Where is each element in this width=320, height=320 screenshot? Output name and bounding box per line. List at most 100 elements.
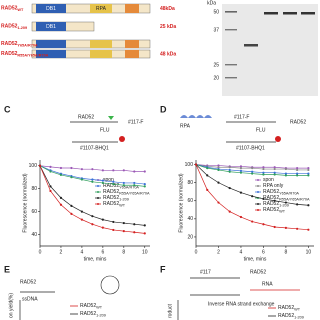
data-point [251, 220, 254, 223]
data-point [262, 166, 265, 169]
legend-marker [97, 191, 99, 193]
data-point [273, 199, 276, 202]
data-point [59, 166, 63, 170]
panel-title: Inverse RNA strand exchange [208, 301, 275, 307]
data-point [239, 167, 243, 170]
schematic-label: RAD52 [78, 114, 94, 120]
label-subscript: WT [119, 204, 126, 208]
label-subscript: 1-209 [17, 26, 27, 30]
label-subscript: WT [17, 8, 24, 12]
y-tick-label: 40 [31, 232, 37, 238]
data-point [217, 164, 220, 167]
label-name: RAD52 [1, 41, 18, 47]
data-point [122, 221, 125, 225]
legend-marker [97, 197, 99, 199]
label-name: RAD52 [263, 195, 279, 201]
data-point [284, 174, 288, 177]
label: RAD52R55A/Y65A/R70A [1, 51, 49, 57]
label: RAD521-209 [103, 195, 129, 201]
data-point [49, 170, 52, 173]
data-point [284, 226, 288, 229]
data-point [80, 210, 84, 213]
label-subscript: R55A/Y65A/R70A [17, 54, 48, 58]
label: RAD52WT [1, 6, 24, 12]
label-subscript: WT [294, 308, 301, 312]
fluorophore [108, 116, 114, 120]
x-axis-label: time, mins [244, 256, 267, 262]
label-name: RAD52 [1, 6, 18, 12]
label-name: RAD52 [263, 201, 279, 207]
data-point [307, 168, 310, 172]
y-tick-label: 40 [187, 216, 193, 222]
data-point [91, 180, 94, 183]
domain-box [90, 4, 112, 13]
label-name: spon [263, 177, 274, 183]
data-point [228, 210, 231, 213]
data-point [133, 223, 136, 226]
panel-letter: C [4, 104, 11, 114]
label-subscript: WT [279, 210, 286, 214]
x-tick-label: 4 [240, 249, 243, 255]
data-point [112, 180, 115, 183]
data-point [101, 226, 104, 229]
gel-marker: 50 [213, 9, 219, 15]
data-point [228, 170, 231, 173]
schematic-label: FLU [100, 127, 110, 133]
gel-band [244, 44, 258, 47]
legend-marker [257, 185, 259, 187]
data-point [38, 164, 42, 167]
data-point [49, 185, 52, 188]
x-tick-label: 8 [122, 249, 125, 255]
data-point [101, 169, 104, 172]
data-point [273, 225, 276, 229]
schematic-label: #1107-BHQ1 [80, 145, 109, 151]
label-name: RAD52 [103, 189, 119, 195]
label-name: RAD52 [263, 207, 279, 213]
y-axis-label: roduct [167, 303, 173, 318]
data-point [262, 173, 265, 176]
gel-marker: 25 [213, 62, 219, 68]
label-name: RAD52 [103, 195, 119, 201]
quencher [275, 136, 281, 142]
data-point [262, 167, 265, 171]
data-point [70, 176, 73, 179]
data-point [262, 171, 265, 174]
label-name: RAD52 [103, 201, 119, 207]
x-tick-label: 8 [285, 249, 288, 255]
data-point [80, 168, 84, 171]
data-point [59, 203, 63, 206]
label: RAD521-209 [1, 24, 27, 30]
gel-band [264, 12, 278, 15]
x-tick-label: 4 [81, 249, 84, 255]
x-tick-label: 6 [262, 249, 265, 255]
size-label: 25 kDa [160, 24, 176, 30]
label-subscript: R55A/Y65A/R70A [279, 198, 310, 202]
data-point [273, 173, 276, 176]
data-point [143, 170, 146, 173]
data-point [239, 191, 243, 194]
data-point [262, 223, 265, 226]
schematic [20, 115, 300, 296]
domain-box [90, 40, 112, 48]
data-point [284, 167, 288, 171]
label: RAD52WT [80, 303, 103, 309]
label-name: RAD52 [263, 189, 279, 195]
label-subscript: 1-209 [279, 204, 289, 208]
data-point [239, 171, 243, 174]
legend-marker [257, 191, 259, 193]
data-point [143, 224, 146, 227]
schematic-label: #117 [200, 269, 211, 275]
data-point [284, 201, 288, 204]
domain-box [36, 4, 66, 13]
rpa-cluster [180, 115, 212, 118]
data-point [49, 165, 52, 168]
x-axis-label: time, mins [84, 256, 107, 262]
plasmid [100, 275, 120, 295]
data-point [143, 185, 146, 188]
data-point [307, 228, 310, 231]
x-tick-label: 2 [217, 249, 220, 255]
label: spon [103, 177, 114, 183]
gel-marker: 37 [213, 27, 219, 33]
label: RAD52WT [278, 305, 301, 311]
schematic-label: #117-F [234, 114, 249, 120]
